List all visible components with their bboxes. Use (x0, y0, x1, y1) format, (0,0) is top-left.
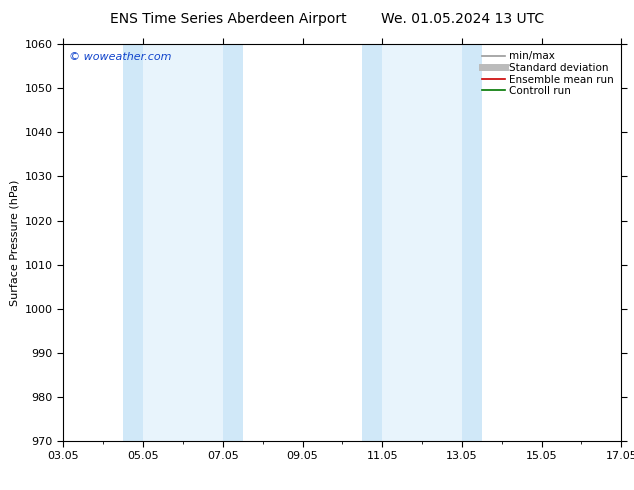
Bar (362, 44, 482, 441)
Text: We. 01.05.2024 13 UTC: We. 01.05.2024 13 UTC (381, 12, 545, 26)
Text: © woweather.com: © woweather.com (69, 52, 171, 62)
Y-axis label: Surface Pressure (hPa): Surface Pressure (hPa) (10, 179, 19, 306)
Legend: min/max, Standard deviation, Ensemble mean run, Controll run: min/max, Standard deviation, Ensemble me… (480, 49, 616, 98)
Bar (382, 44, 462, 441)
Bar (123, 44, 243, 441)
Text: ENS Time Series Aberdeen Airport: ENS Time Series Aberdeen Airport (110, 12, 347, 26)
Bar (143, 44, 223, 441)
